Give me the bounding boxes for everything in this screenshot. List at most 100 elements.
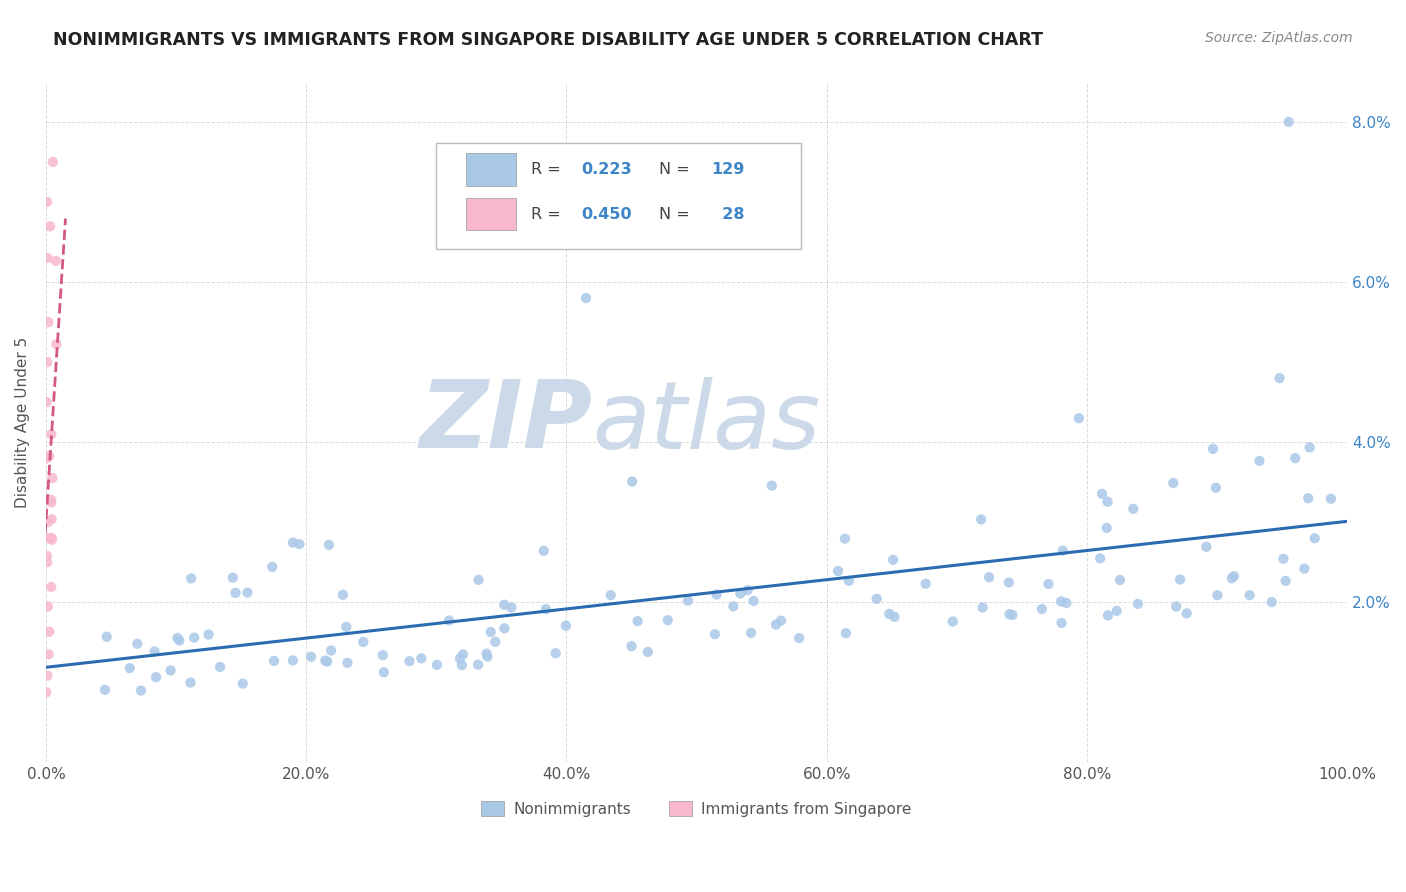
Point <box>1220 571 1243 585</box>
Point <box>35 194 58 209</box>
Point <box>742 594 765 608</box>
Point <box>183 631 205 645</box>
Text: R =: R = <box>531 162 567 178</box>
Point <box>42 155 65 169</box>
Point <box>299 649 322 664</box>
Point <box>972 600 994 615</box>
Point <box>1206 588 1229 602</box>
Point <box>883 610 905 624</box>
Point <box>997 575 1019 590</box>
Point <box>765 617 787 632</box>
Point <box>835 626 858 640</box>
Point <box>475 647 498 661</box>
Point <box>41 533 63 547</box>
Point <box>437 614 460 628</box>
Point <box>1095 521 1118 535</box>
Point <box>769 614 792 628</box>
Point <box>451 648 474 662</box>
Point <box>37 555 59 569</box>
Point <box>1239 588 1261 602</box>
Point <box>37 315 59 329</box>
Point <box>494 621 516 635</box>
Point <box>1031 602 1053 616</box>
Point <box>1272 551 1295 566</box>
Text: 129: 129 <box>711 162 744 178</box>
Bar <box>467 198 516 230</box>
Point <box>281 535 304 549</box>
Point <box>1260 595 1282 609</box>
Point <box>1296 491 1319 506</box>
Point <box>834 532 856 546</box>
Point <box>1050 615 1073 630</box>
Point <box>866 591 889 606</box>
Point <box>1109 573 1132 587</box>
Point <box>787 631 810 645</box>
Point <box>494 598 516 612</box>
Point <box>159 664 181 678</box>
Point <box>1278 115 1301 129</box>
Point <box>1268 371 1291 385</box>
Point <box>209 660 232 674</box>
Point <box>35 395 58 409</box>
Point <box>225 586 247 600</box>
Point <box>544 646 567 660</box>
Point <box>197 627 219 641</box>
Text: 0.450: 0.450 <box>581 207 631 221</box>
Point <box>1320 491 1343 506</box>
Point <box>740 626 762 640</box>
Point <box>477 649 499 664</box>
Point <box>1122 501 1144 516</box>
Point <box>1284 451 1306 466</box>
Point <box>35 549 58 563</box>
Point <box>94 682 117 697</box>
Point <box>1091 487 1114 501</box>
Point <box>637 645 659 659</box>
Point <box>467 657 489 672</box>
Point <box>35 451 58 466</box>
Point <box>838 574 860 588</box>
Point <box>1303 531 1326 545</box>
Point <box>1195 540 1218 554</box>
Point <box>879 607 901 621</box>
Point <box>1050 594 1073 608</box>
Point <box>627 614 650 628</box>
Point <box>37 251 59 265</box>
Point <box>169 633 191 648</box>
Point <box>1249 454 1271 468</box>
Point <box>1054 596 1077 610</box>
Point <box>316 655 339 669</box>
Point <box>180 571 202 585</box>
Point <box>373 665 395 680</box>
Point <box>449 651 471 665</box>
Point <box>534 602 557 616</box>
Point <box>335 620 357 634</box>
Point <box>118 661 141 675</box>
Point <box>41 471 63 485</box>
Bar <box>467 153 516 186</box>
Point <box>1105 604 1128 618</box>
Point <box>180 675 202 690</box>
Point <box>1205 481 1227 495</box>
Point <box>620 639 643 653</box>
Point <box>737 583 759 598</box>
Point <box>45 337 67 351</box>
Point <box>319 643 342 657</box>
Point <box>288 537 311 551</box>
Point <box>914 576 936 591</box>
Text: NONIMMIGRANTS VS IMMIGRANTS FROM SINGAPORE DISABILITY AGE UNDER 5 CORRELATION CH: NONIMMIGRANTS VS IMMIGRANTS FROM SINGAPO… <box>53 31 1043 49</box>
Text: ZIP: ZIP <box>419 376 592 468</box>
Y-axis label: Disability Age Under 5: Disability Age Under 5 <box>15 336 30 508</box>
Point <box>761 478 783 492</box>
Point <box>484 635 506 649</box>
Point <box>222 571 245 585</box>
Point <box>1097 494 1119 508</box>
Point <box>501 600 523 615</box>
Point <box>1088 551 1111 566</box>
Point <box>41 512 63 526</box>
Text: N =: N = <box>659 162 695 178</box>
Point <box>1274 574 1296 588</box>
Point <box>35 685 58 699</box>
Point <box>1202 442 1225 456</box>
Text: 0.223: 0.223 <box>581 162 631 178</box>
Point <box>575 291 598 305</box>
